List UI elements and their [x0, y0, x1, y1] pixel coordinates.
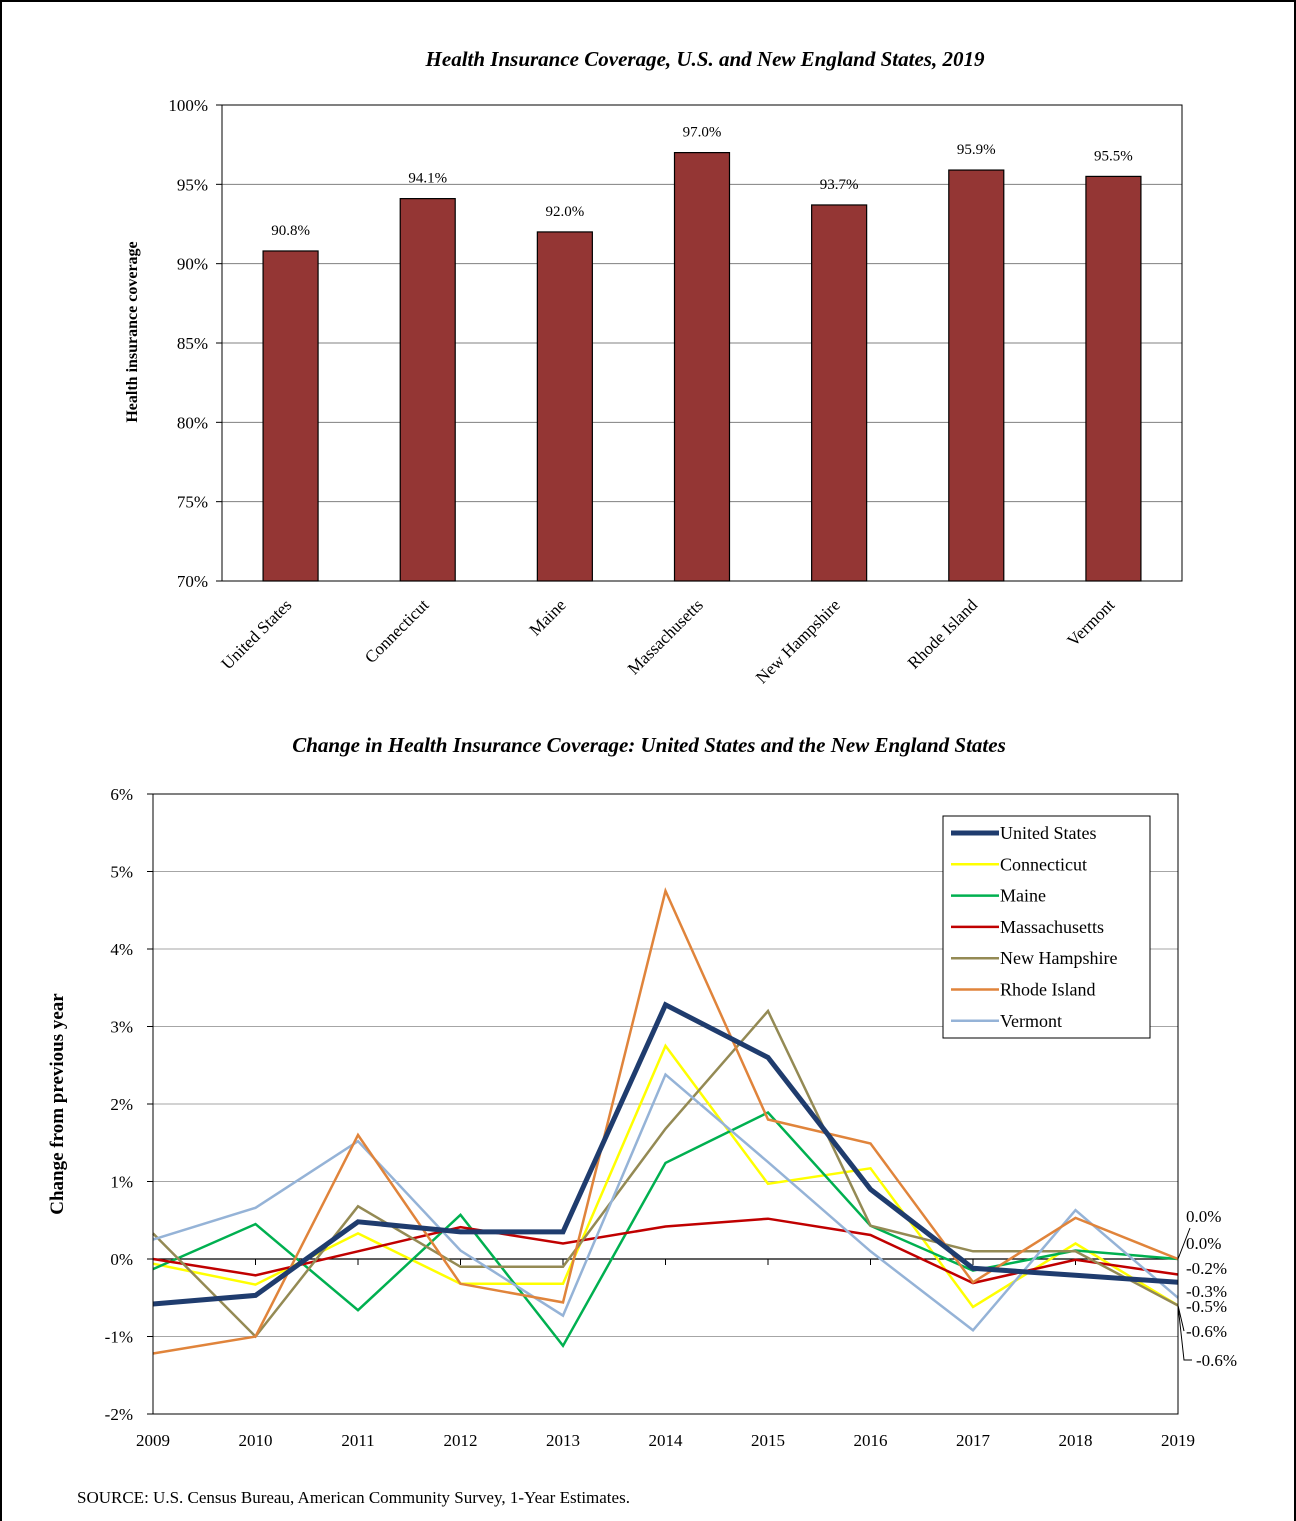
bar-data-label: 95.9% [957, 142, 996, 158]
bar-x-tick-label: Rhode Island [904, 595, 982, 673]
bar [399, 198, 456, 582]
bar [673, 152, 731, 582]
bar-data-label: 97.0% [683, 125, 722, 141]
bar-y-tick-label: 80% [177, 413, 208, 432]
bar-data-label: 90.8% [271, 223, 310, 239]
bar-x-tick-label: Connecticut [361, 595, 433, 667]
bar-x-tick-label: Massachusetts [624, 595, 707, 678]
bar-x-tick-label: Maine [526, 595, 570, 639]
bar-y-tick-label: 75% [177, 493, 208, 512]
bar-x-tick-label: New Hampshire [752, 595, 844, 687]
bar-chart: Health Insurance Coverage, U.S. and New … [124, 47, 1183, 687]
bar-x-tick-label: United States [218, 595, 296, 673]
bar-x-tick-label: Vermont [1063, 595, 1118, 650]
bar [948, 169, 1005, 582]
bar-chart-plot-area [221, 104, 1183, 582]
bar-data-label: 93.7% [820, 177, 859, 193]
bar-y-tick-label: 90% [177, 255, 208, 274]
bar-y-tick-label: 85% [177, 334, 208, 353]
bar-data-label: 92.0% [545, 204, 584, 220]
source-note: SOURCE: U.S. Census Bureau, American Com… [77, 1488, 630, 1507]
bar-chart-data-labels: 90.8% 94.1% 92.0% 97.0% 93.7% 95.9% 95.5% [271, 125, 1133, 239]
bar-data-label: 94.1% [408, 171, 447, 187]
bar-data-label: 95.5% [1094, 148, 1133, 164]
bar-y-tick-label: 100% [168, 96, 208, 115]
bar [536, 231, 593, 582]
bar-chart-x-ticks: United States Connecticut Maine Massachuset… [218, 595, 1119, 687]
bar-chart-title: Health Insurance Coverage, U.S. and New … [425, 47, 985, 71]
bar [811, 204, 868, 582]
bar-y-tick-label: 95% [177, 175, 208, 194]
bar [262, 250, 319, 582]
bar-chart-y-ticks: 70% 75% 80% 85% 90% 95% 100% [168, 96, 222, 591]
bar-chart-bars [262, 152, 1142, 582]
bar-chart-y-axis-title: Health insurance coverage [124, 241, 141, 422]
bar-y-tick-label: 70% [177, 572, 208, 591]
bar [1085, 175, 1142, 582]
